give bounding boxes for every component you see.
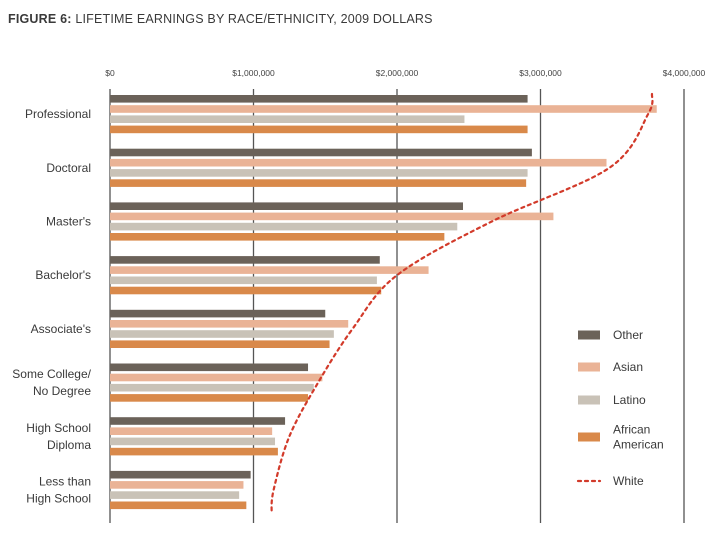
legend-swatch-african-american — [578, 432, 600, 442]
legend-label: Asian — [613, 360, 643, 374]
bar-other — [110, 470, 251, 479]
x-tick-label: $0 — [105, 68, 115, 78]
chart-title: FIGURE 6: LIFETIME EARNINGS BY RACE/ETHN… — [8, 12, 433, 26]
figure-number: FIGURE 6: — [8, 12, 72, 26]
category-label: Doctoral — [46, 161, 91, 175]
bar-latino — [110, 437, 276, 446]
bar-african-american — [110, 447, 278, 456]
category-label: High School — [26, 421, 91, 435]
bar-asian — [110, 266, 429, 274]
bar-asian — [110, 320, 349, 328]
bar-latino — [110, 169, 528, 177]
category-label: Master's — [46, 215, 91, 229]
x-tick-label: $2,000,000 — [376, 68, 419, 78]
bar-asian — [110, 212, 554, 221]
bar-other — [110, 417, 286, 425]
category-label: Diploma — [47, 438, 91, 452]
legend-label: American — [613, 438, 664, 452]
bar-asian — [110, 481, 244, 489]
bar-latino — [110, 276, 377, 285]
bar-african-american — [110, 125, 528, 134]
category-label: High School — [26, 492, 91, 506]
legend-label: African — [613, 423, 650, 437]
bar-other — [110, 202, 464, 210]
bar-african-american — [110, 179, 527, 187]
bar-african-american — [110, 233, 445, 241]
legend-swatch-other — [578, 330, 600, 340]
x-tick-label: $1,000,000 — [232, 68, 275, 78]
bar-asian — [110, 373, 323, 382]
bar-other — [110, 95, 528, 103]
bar-other — [110, 256, 380, 264]
bar-asian — [110, 105, 657, 113]
legend-swatch-asian — [578, 362, 600, 372]
bar-african-american — [110, 501, 247, 510]
bar-latino — [110, 115, 465, 123]
bar-latino — [110, 383, 314, 392]
x-tick-label: $3,000,000 — [519, 68, 562, 78]
legend-label: White — [613, 474, 644, 488]
bar-asian — [110, 427, 273, 435]
category-label: Bachelor's — [35, 268, 91, 282]
category-label: No Degree — [33, 384, 91, 398]
series-line-white — [270, 92, 654, 515]
bar-african-american — [110, 394, 309, 402]
bar-latino — [110, 330, 334, 338]
legend-swatch-latino — [578, 395, 600, 405]
legend-label: Latino — [613, 393, 646, 407]
chart-title-text: LIFETIME EARNINGS BY RACE/ETHNICITY, 200… — [75, 12, 433, 26]
bar-asian — [110, 158, 607, 167]
bar-african-american — [110, 286, 382, 295]
legend-label: Other — [613, 328, 643, 342]
category-label: Some College/ — [12, 367, 91, 381]
bar-other — [110, 363, 309, 372]
bar-african-american — [110, 340, 330, 348]
x-tick-label: $4,000,000 — [663, 68, 706, 78]
bar-latino — [110, 491, 240, 499]
bar-other — [110, 148, 532, 157]
category-label: Less than — [39, 475, 91, 489]
bar-latino — [110, 222, 458, 231]
category-label: Associate's — [31, 322, 91, 336]
category-label: Professional — [25, 107, 91, 121]
bar-other — [110, 309, 326, 318]
